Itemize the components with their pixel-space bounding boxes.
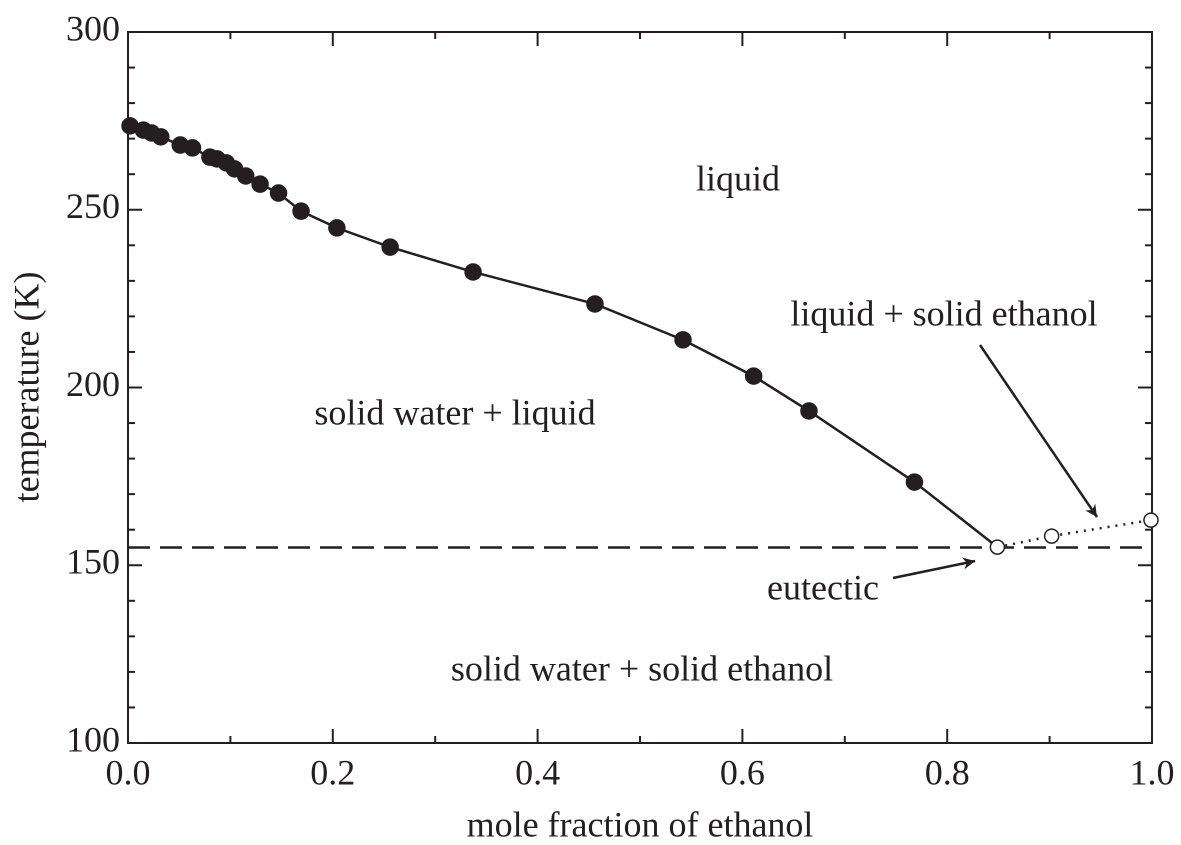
data-point bbox=[586, 295, 604, 313]
series-connector bbox=[913, 481, 999, 549]
annotation-arrow bbox=[978, 344, 1099, 518]
data-point bbox=[251, 175, 269, 193]
data-point bbox=[328, 219, 346, 237]
data-point bbox=[1143, 512, 1159, 528]
annotation: liquid bbox=[696, 158, 780, 198]
data-point bbox=[381, 238, 399, 256]
data-point bbox=[269, 184, 288, 202]
y-tick-label: 150 bbox=[66, 542, 120, 582]
annotation: eutectic bbox=[767, 567, 879, 607]
data-point bbox=[237, 167, 255, 185]
data-point bbox=[800, 402, 818, 420]
series-line bbox=[997, 518, 1152, 549]
data-point bbox=[464, 263, 482, 281]
annotation: liquid + solid ethanol bbox=[790, 293, 1097, 333]
data-point bbox=[292, 202, 310, 220]
x-tick-label: 1.0 bbox=[1130, 752, 1175, 792]
data-point bbox=[183, 139, 202, 157]
plot-frame bbox=[127, 31, 1153, 744]
y-axis-label: temperature (K) bbox=[6, 272, 46, 503]
data-point bbox=[674, 331, 692, 349]
x-tick-label: 0.8 bbox=[925, 752, 970, 792]
x-tick-label: 0.6 bbox=[720, 752, 765, 792]
data-point bbox=[1043, 528, 1060, 544]
data-point bbox=[152, 128, 170, 146]
x-tick-label: 0.2 bbox=[310, 752, 355, 792]
data-point bbox=[905, 473, 924, 491]
y-tick-label: 100 bbox=[66, 719, 120, 759]
annotation-arrow bbox=[892, 557, 976, 580]
x-tick-label: 0.4 bbox=[515, 752, 560, 792]
data-point bbox=[744, 367, 763, 385]
y-tick-label: 200 bbox=[66, 364, 120, 404]
x-axis-label: mole fraction of ethanol bbox=[467, 804, 814, 844]
annotation: solid water + solid ethanol bbox=[451, 648, 833, 688]
y-tick-label: 300 bbox=[66, 8, 120, 48]
x-tick-label: 0.0 bbox=[106, 752, 151, 792]
annotation: solid water + liquid bbox=[314, 392, 595, 432]
data-point bbox=[989, 539, 1006, 555]
y-tick-label: 250 bbox=[66, 186, 120, 226]
